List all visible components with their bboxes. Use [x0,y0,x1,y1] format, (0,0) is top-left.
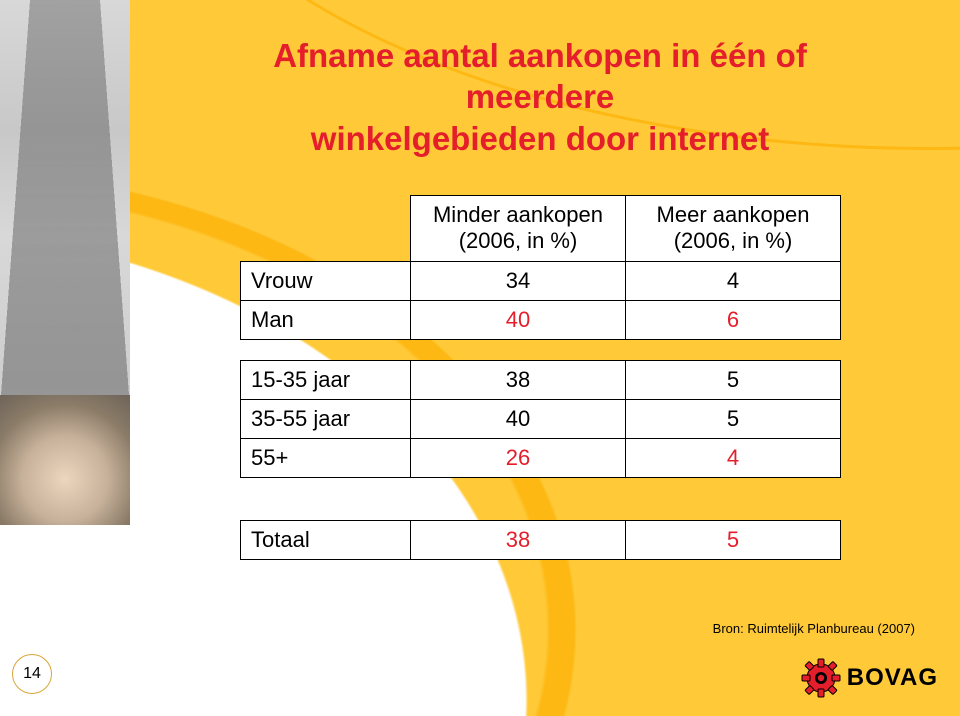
table-row: 35-55 jaar 40 5 [241,400,841,439]
table-row: 15-35 jaar 38 5 [241,361,841,400]
header-minder-l1: Minder aankopen [433,202,603,227]
cell-value: 26 [411,439,626,478]
table-row: Totaal 38 5 [241,521,841,560]
title-line2: winkelgebieden door internet [311,120,769,157]
table-header-row: Minder aankopen (2006, in %) Meer aankop… [241,196,841,262]
data-table-1: Minder aankopen (2006, in %) Meer aankop… [240,195,841,340]
cell-value: 5 [626,400,841,439]
header-blank [241,196,411,262]
cell-value: 34 [411,261,626,300]
cell-value: 6 [626,300,841,339]
gear-icon [801,658,841,698]
table-row: 55+ 26 4 [241,439,841,478]
slide-title: Afname aantal aankopen in één of meerder… [200,35,880,159]
table-row: Man 40 6 [241,300,841,339]
cell-value: 40 [411,300,626,339]
data-table-3: Totaal 38 5 [240,520,841,560]
row-label: 35-55 jaar [241,400,411,439]
cell-value: 40 [411,400,626,439]
row-label: 55+ [241,439,411,478]
row-label: Totaal [241,521,411,560]
table-row: Vrouw 34 4 [241,261,841,300]
cell-value: 4 [626,261,841,300]
cell-value: 5 [626,361,841,400]
header-meer-l1: Meer aankopen [657,202,810,227]
sidebar-photo [0,0,130,525]
table-block-1: Minder aankopen (2006, in %) Meer aankop… [240,195,840,340]
title-line1: Afname aantal aankopen in één of meerder… [273,37,807,115]
logo-text: BOVAG [847,664,938,692]
slide: Afname aantal aankopen in één of meerder… [0,0,960,716]
page-number: 14 [12,654,52,694]
header-meer: Meer aankopen (2006, in %) [626,196,841,262]
row-label: Vrouw [241,261,411,300]
bovag-logo: BOVAG [801,658,938,698]
header-meer-l2: (2006, in %) [674,228,793,253]
header-minder-l2: (2006, in %) [459,228,578,253]
cell-value: 38 [411,361,626,400]
row-label: Man [241,300,411,339]
cell-value: 5 [626,521,841,560]
table-block-3: Totaal 38 5 [240,520,840,560]
header-minder: Minder aankopen (2006, in %) [411,196,626,262]
cell-value: 38 [411,521,626,560]
source-citation: Bron: Ruimtelijk Planbureau (2007) [713,621,915,636]
row-label: 15-35 jaar [241,361,411,400]
cell-value: 4 [626,439,841,478]
table-block-2: 15-35 jaar 38 5 35-55 jaar 40 5 55+ 26 4 [240,360,840,478]
data-table-2: 15-35 jaar 38 5 35-55 jaar 40 5 55+ 26 4 [240,360,841,478]
